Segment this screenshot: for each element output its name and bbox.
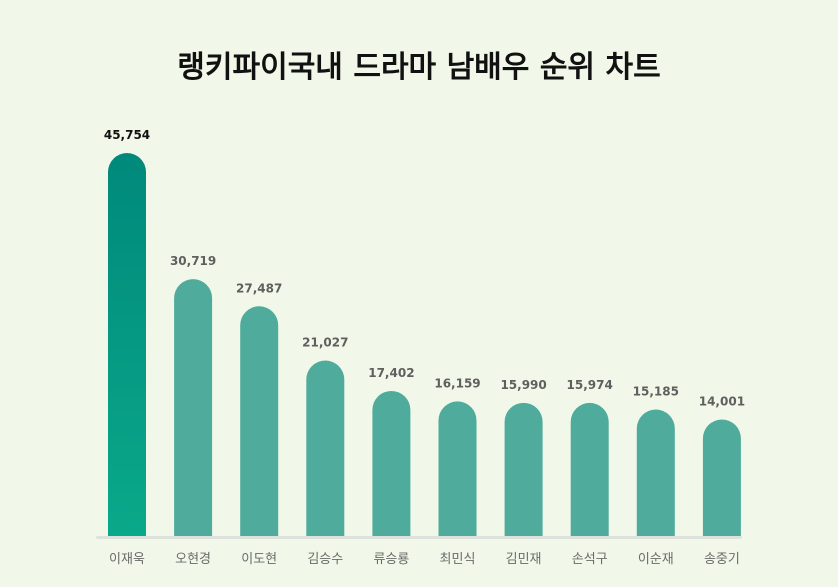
- bar-1: [108, 153, 146, 537]
- category-label: 이도현: [241, 552, 277, 567]
- bar-10: [702, 419, 741, 537]
- bar-3: [240, 306, 279, 537]
- category-labels-group: 이재욱 오현경 이도현 김승수 류승룡 최민식 김민재 손석구 이순재 송중기: [109, 552, 740, 567]
- bars-group: [108, 153, 741, 537]
- category-label: 오현경: [175, 552, 211, 567]
- category-label: 이재욱: [109, 552, 145, 567]
- bar-2: [174, 279, 213, 537]
- value-label: 14,001: [699, 394, 745, 408]
- bar-9: [636, 409, 675, 537]
- value-label: 15,990: [500, 378, 546, 392]
- value-label: 16,159: [434, 376, 480, 390]
- category-label: 최민식: [440, 552, 476, 567]
- value-label: 15,974: [567, 378, 613, 392]
- category-label: 송중기: [704, 552, 740, 567]
- bar-6: [438, 401, 477, 537]
- bar-8: [570, 402, 609, 537]
- category-label: 김승수: [307, 552, 343, 567]
- bar-5: [372, 390, 411, 537]
- value-label: 30,719: [170, 254, 216, 268]
- value-label: 45,754: [104, 128, 150, 142]
- bar-4: [306, 360, 345, 537]
- chart-title: 랭키파이국내 드라마 남배우 순위 차트: [177, 50, 660, 85]
- category-label: 김민재: [506, 552, 542, 567]
- bar-7: [504, 402, 543, 537]
- value-label: 17,402: [368, 366, 414, 380]
- category-label: 손석구: [572, 552, 608, 567]
- category-label: 이순재: [638, 552, 674, 567]
- value-label: 21,027: [302, 336, 348, 350]
- value-label: 27,487: [236, 281, 282, 295]
- value-label: 15,185: [633, 385, 679, 399]
- category-label: 류승룡: [373, 552, 409, 567]
- baseline: [96, 536, 742, 539]
- value-labels-group: 45,754 30,719 27,487 21,027 17,402 16,159 15,9…: [104, 128, 745, 408]
